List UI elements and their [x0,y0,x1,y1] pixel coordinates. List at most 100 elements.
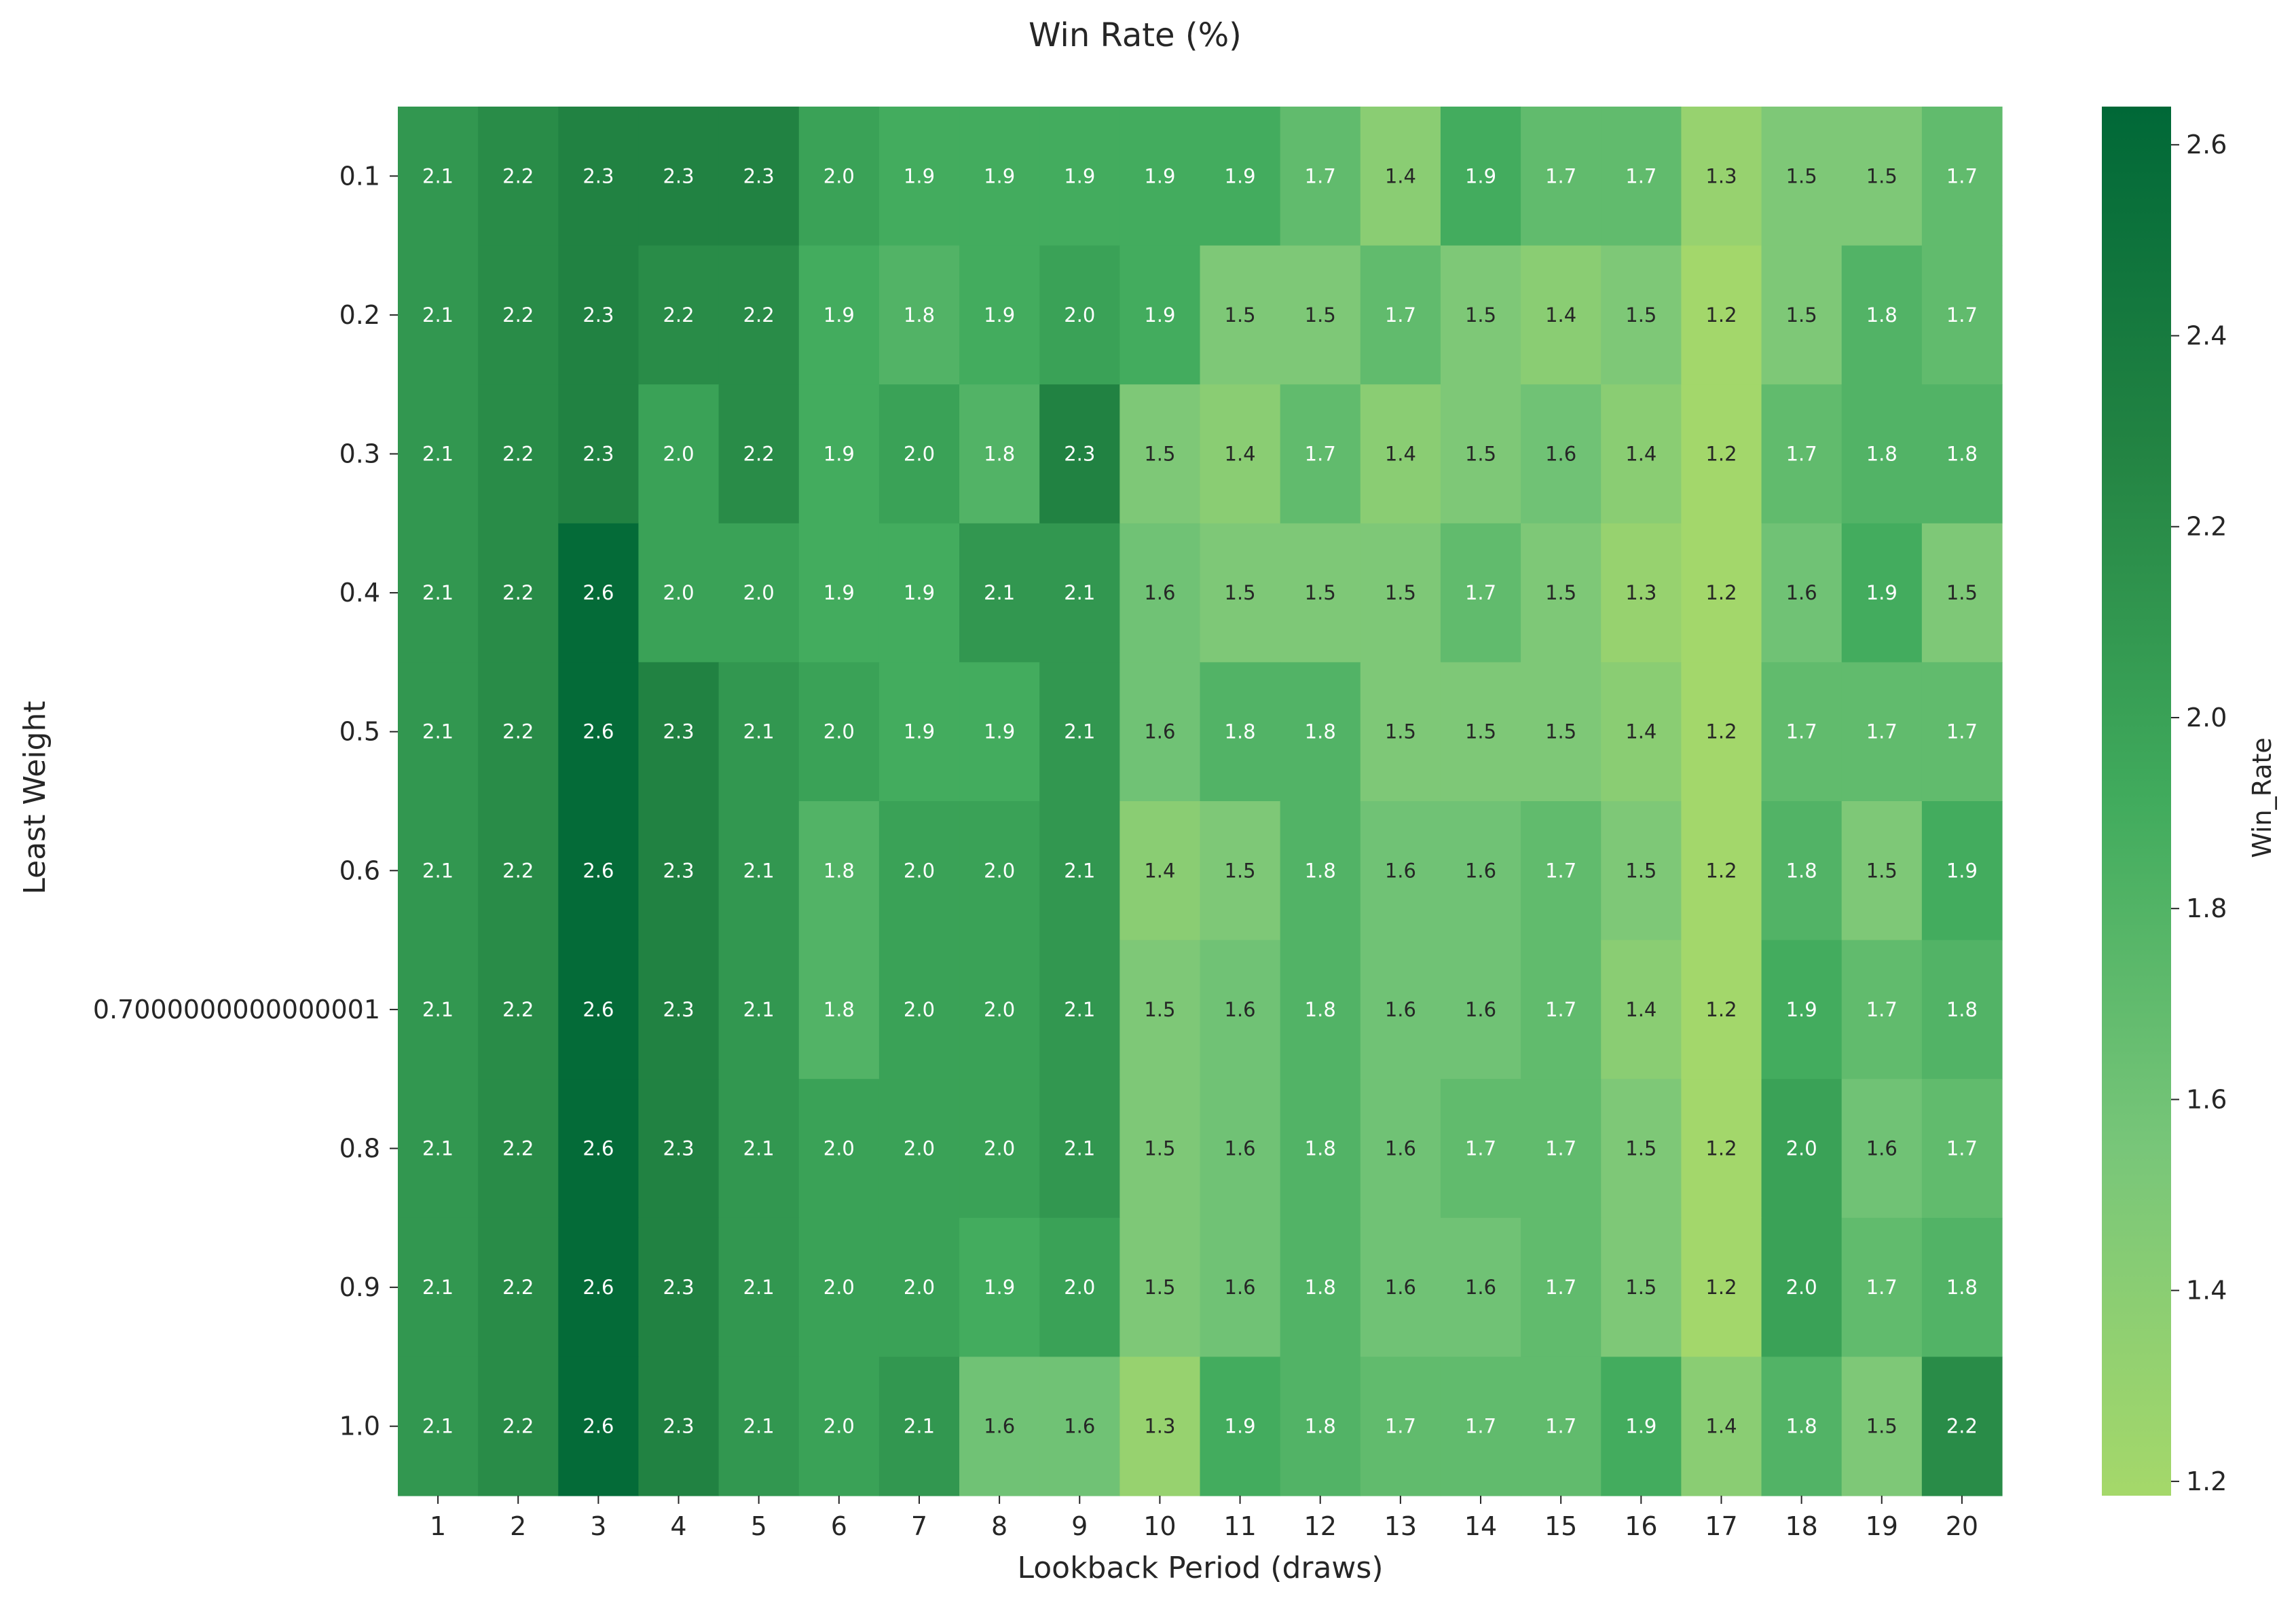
cell-value-label: 1.9 [1225,164,1256,187]
heatmap-cell [1681,1079,1762,1219]
heatmap-cell [1200,107,1281,246]
cell-value-label: 2.1 [422,1276,453,1299]
cell-value-label: 1.5 [1625,859,1656,882]
cell-value-label: 1.9 [1144,164,1175,187]
cell-value-label: 1.5 [1144,998,1175,1021]
cell-value-label: 1.8 [1946,1276,1978,1299]
cell-value-label: 2.1 [1064,998,1095,1021]
heatmap-cell [478,940,559,1080]
cell-value-label: 1.7 [1545,1415,1576,1438]
heatmap-cell [1200,662,1281,802]
cell-value-label: 1.7 [1385,303,1416,327]
cell-value-label: 2.1 [422,1415,453,1438]
heatmap-cell [1761,1217,1843,1357]
cell-value-label: 1.6 [1465,859,1496,882]
colorbar: 1.2 1.4 1.6 1.8 2.0 2.2 2.4 2.6 [2102,107,2227,1496]
heatmap-cell [1119,940,1201,1080]
heatmap-cell [1280,107,1361,246]
cell-value-label: 1.8 [1305,720,1336,743]
heatmap-cell [1119,1217,1201,1357]
cell-value-label: 1.7 [1866,720,1897,743]
cell-value-label: 2.2 [502,581,534,604]
cell-value-label: 2.2 [502,164,534,187]
y-axis: 0.1 0.2 0.3 0.4 0.5 0.6 0.7000000000000001 0.8 0… [93,161,398,1441]
heatmap-cell [398,1079,479,1219]
cell-value-label: 2.2 [502,1137,534,1160]
heatmap-cell [1761,1357,1843,1496]
heatmap-cell [1841,523,1923,663]
heatmap-cell [1119,384,1201,524]
heatmap-cell [1119,1079,1201,1219]
cell-value-label: 2.3 [582,443,614,466]
heatmap-cell [1280,1217,1361,1357]
cell-value-label: 2.0 [984,859,1015,882]
cell-value-label: 1.6 [1385,998,1416,1021]
heatmap-cell [878,940,960,1080]
cell-value-label: 2.3 [663,859,694,882]
cell-value-label: 2.0 [823,164,855,187]
cell-value-label: 1.6 [1385,1276,1416,1299]
heatmap-cell [718,801,800,941]
x-tick-label: 19 [1866,1511,1898,1541]
heatmap-cell [959,1079,1040,1219]
chart-title: Win Rate (%) [1029,16,1242,54]
heatmap-cell [1440,384,1521,524]
cell-value-label: 1.8 [1786,1415,1817,1438]
heatmap-cell [1761,107,1843,246]
x-axis-label: Lookback Period (draws) [1017,1551,1383,1585]
heatmap-cell [398,1217,479,1357]
cell-value-label: 1.7 [1786,443,1817,466]
heatmap-cell [558,1357,640,1496]
cell-value-label: 1.5 [1225,303,1256,327]
cell-value-label: 2.2 [502,1276,534,1299]
x-tick-label: 10 [1143,1511,1176,1541]
heatmap-cell [1841,107,1923,246]
cell-value-label: 2.3 [663,998,694,1021]
heatmap-cell [398,1357,479,1496]
cell-value-label: 1.9 [1465,164,1496,187]
heatmap-cell [398,523,479,663]
cell-value-label: 1.5 [1144,443,1175,466]
x-tick-label: 5 [751,1511,767,1541]
cell-value-label: 1.9 [904,581,935,604]
cell-value-label: 2.2 [743,443,775,466]
y-tick-label: 0.3 [339,439,380,469]
heatmap-cell [959,107,1040,246]
heatmap-cell [1280,801,1361,941]
heatmap-cell [1119,801,1201,941]
cell-value-label: 1.5 [1305,303,1336,327]
heatmap-cell [878,1357,960,1496]
cell-value-label: 1.6 [1545,443,1576,466]
cell-value-label: 2.6 [582,998,614,1021]
cell-value-label: 1.8 [1305,1415,1336,1438]
cell-value-label: 2.0 [823,1415,855,1438]
heatmap-cell [959,523,1040,663]
heatmap-cell [478,1217,559,1357]
heatmap-cell [1601,1079,1682,1219]
heatmap-cell [1601,384,1682,524]
cell-value-label: 1.5 [1866,859,1897,882]
heatmap-cell [1200,1357,1281,1496]
cell-value-label: 1.9 [823,443,855,466]
heatmap-cell [638,245,720,385]
cell-value-label: 2.3 [582,303,614,327]
cell-value-label: 1.9 [1866,581,1897,604]
heatmap-cell [1360,523,1441,663]
cell-value-label: 2.1 [1064,581,1095,604]
heatmap-cell [1521,1357,1601,1496]
heatmap-cell [1921,107,2003,246]
cell-value-label: 1.8 [984,443,1015,466]
x-tick-label: 4 [670,1511,686,1541]
heatmap-cell [1200,801,1281,941]
heatmap-cell [1761,523,1843,663]
x-tick-label: 11 [1223,1511,1256,1541]
cell-value-label: 1.5 [1866,1415,1897,1438]
heatmap-cell [1200,1217,1281,1357]
cell-value-label: 1.5 [1385,720,1416,743]
heatmap-cell [1761,662,1843,802]
heatmap-cell [1921,801,2003,941]
heatmap-cell [1921,384,2003,524]
heatmap-cell [1360,1079,1441,1219]
x-tick-label: 12 [1304,1511,1337,1541]
heatmap-cell [798,1079,880,1219]
